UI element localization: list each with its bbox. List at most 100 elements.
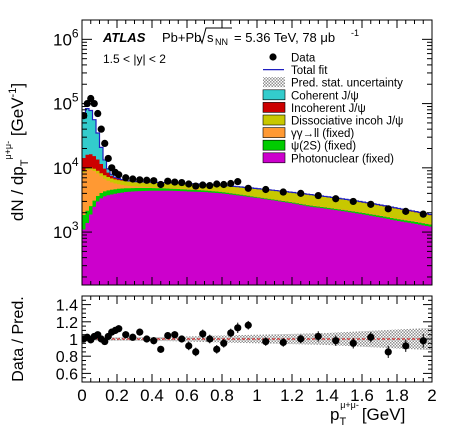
ratio-point bbox=[402, 342, 410, 350]
y-axis-title: dN / dpTμ+μ- [GeV-1] bbox=[3, 83, 31, 221]
y-tick-label: 105 bbox=[53, 91, 79, 114]
system-label: Pb+Pb bbox=[162, 30, 201, 45]
x-tick-label: 1 bbox=[252, 386, 261, 405]
ratio-point bbox=[213, 345, 221, 353]
ratio-point bbox=[220, 339, 228, 347]
ratio-panel: 0.60.811.21.4 0 0.2 0.4 0.6 0.8 1 1.2 1.4 1.6 1.8… bbox=[10, 295, 437, 428]
data-point bbox=[419, 210, 427, 218]
ratio-point bbox=[129, 333, 137, 341]
ratio-y-axis-title: Data / Pred. bbox=[10, 296, 27, 381]
legend-swatch bbox=[262, 139, 286, 151]
legend-entry: Dissociative incoh J/ψ bbox=[262, 114, 403, 128]
y-tick-label: 103 bbox=[53, 219, 79, 242]
ratio-point bbox=[262, 337, 270, 346]
data-point bbox=[402, 207, 410, 215]
legend-entry: Incoherent J/ψ bbox=[262, 102, 366, 115]
legend-label: Incoherent J/ψ bbox=[291, 103, 366, 115]
x-tick-label: 1.2 bbox=[280, 386, 304, 405]
x-tick-label: 0.4 bbox=[140, 386, 164, 405]
legend-entry: ψ(2S) (fixed) bbox=[262, 139, 356, 153]
data-point bbox=[349, 197, 357, 206]
y-tick-label: 106 bbox=[53, 26, 79, 49]
ratio-point bbox=[171, 331, 179, 339]
ratio-point bbox=[164, 331, 172, 340]
data-point bbox=[213, 180, 221, 188]
x-tick-label: 1.4 bbox=[315, 386, 339, 405]
main-panel-ticks bbox=[81, 19, 433, 285]
data-point bbox=[101, 139, 109, 147]
ratio-point bbox=[136, 328, 144, 336]
ratio-y-tick-label: 1 bbox=[69, 332, 78, 349]
collision-label: Pb+Pb s NN = 5.36 TeV, 78 μb -1 bbox=[162, 27, 359, 47]
legend-entry: Data bbox=[269, 53, 316, 65]
x-tick-label: 0.6 bbox=[175, 386, 199, 405]
x-tick-label: 1.6 bbox=[350, 386, 374, 405]
ratio-point bbox=[234, 324, 242, 332]
ratio-y-tick-label: 1.2 bbox=[56, 315, 78, 332]
ratio-point bbox=[157, 345, 165, 353]
data-point bbox=[262, 185, 270, 194]
data-point bbox=[297, 189, 305, 197]
legend-entry: Pred. stat. uncertainty bbox=[263, 77, 403, 90]
legend-label: Data bbox=[291, 53, 316, 65]
ratio-point bbox=[199, 330, 207, 338]
data-point bbox=[97, 125, 105, 133]
ratio-y-tick-label: 0.6 bbox=[56, 366, 78, 383]
ratio-panel-ticks bbox=[81, 295, 433, 383]
legend-hatch bbox=[263, 77, 285, 88]
data-point bbox=[115, 171, 123, 179]
stack-layer-0 bbox=[82, 190, 432, 285]
legend-entry: Photonuclear (fixed) bbox=[262, 152, 394, 165]
ratio-point bbox=[185, 342, 193, 350]
ratio-point bbox=[349, 339, 357, 347]
energy-label: = 5.36 TeV, 78 μb bbox=[234, 30, 335, 45]
x-tick-label: 2 bbox=[427, 386, 436, 405]
legend-label: Photonuclear (fixed) bbox=[291, 153, 394, 165]
legend-swatch bbox=[262, 102, 286, 113]
x-axis-title: pTμ+μ- [GeV] bbox=[330, 400, 405, 428]
ratio-point bbox=[122, 331, 130, 339]
legend-label: Dissociative incoh J/ψ bbox=[291, 116, 403, 128]
data-point bbox=[384, 205, 392, 213]
data-point bbox=[87, 94, 95, 103]
legend-entry: Coherent J/ψ bbox=[262, 89, 359, 102]
legend-label: γγ→ll (fixed) bbox=[291, 128, 354, 140]
data-point bbox=[104, 154, 112, 163]
ratio-point bbox=[143, 335, 151, 343]
ratio-point bbox=[101, 337, 109, 346]
ratio-point bbox=[384, 348, 392, 356]
ratio-points bbox=[82, 320, 427, 358]
x-tick-label: 1.8 bbox=[385, 386, 409, 405]
legend-label: Coherent J/ψ bbox=[291, 90, 359, 102]
data-point bbox=[94, 109, 102, 118]
legend-label: Total fit bbox=[291, 65, 328, 77]
data-point bbox=[367, 200, 375, 208]
ratio-point bbox=[227, 329, 235, 337]
data-point bbox=[227, 179, 235, 188]
x-tick-label: 0.2 bbox=[105, 386, 129, 405]
legend-swatch bbox=[262, 114, 286, 126]
ratio-point bbox=[332, 337, 340, 345]
data-point bbox=[129, 175, 137, 183]
ratio-point bbox=[192, 348, 200, 356]
legend-swatch bbox=[262, 89, 286, 101]
data-point bbox=[164, 177, 172, 185]
sqrt-s-subscript: NN bbox=[215, 37, 228, 47]
ratio-point bbox=[419, 337, 427, 345]
legend-entry: Total fit bbox=[263, 65, 328, 77]
legend-swatch bbox=[262, 127, 286, 138]
sqrt-s-label: s bbox=[207, 30, 214, 45]
ratio-point bbox=[297, 335, 305, 343]
y-tick-label: 104 bbox=[53, 155, 79, 178]
ratio-point bbox=[367, 333, 375, 341]
data-point bbox=[314, 191, 322, 200]
stacked-components bbox=[82, 108, 432, 285]
legend-entry: γγ→ll (fixed) bbox=[262, 127, 354, 140]
legend-label: Pred. stat. uncertainty bbox=[291, 78, 403, 90]
ratio-y-tick-label: 0.8 bbox=[56, 349, 78, 366]
data-point bbox=[178, 178, 186, 187]
data-point bbox=[171, 178, 179, 186]
luminosity-exponent: -1 bbox=[351, 28, 359, 38]
